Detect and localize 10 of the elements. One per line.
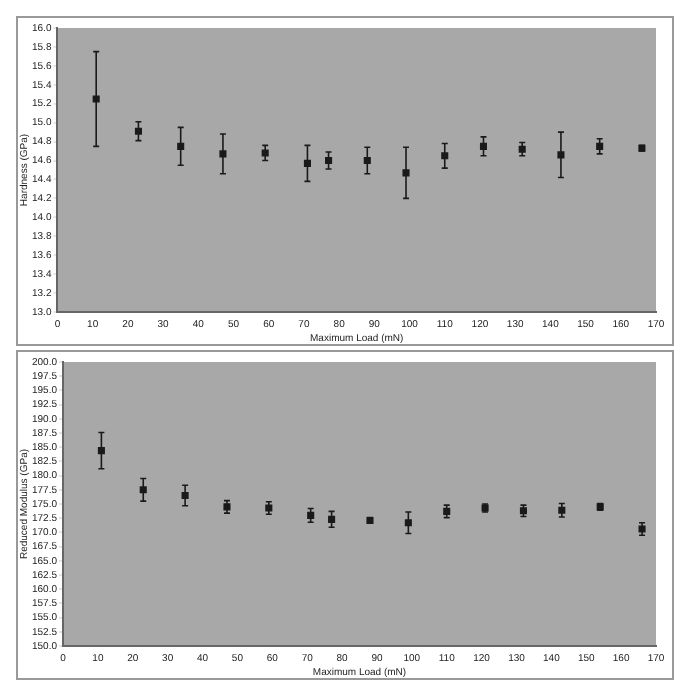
point — [325, 156, 333, 165]
point — [134, 127, 142, 135]
point — [303, 159, 311, 167]
point — [177, 142, 185, 150]
point — [97, 447, 105, 455]
point — [402, 169, 410, 177]
point — [404, 519, 412, 527]
point — [596, 142, 604, 150]
point — [479, 142, 488, 150]
point — [328, 515, 336, 523]
